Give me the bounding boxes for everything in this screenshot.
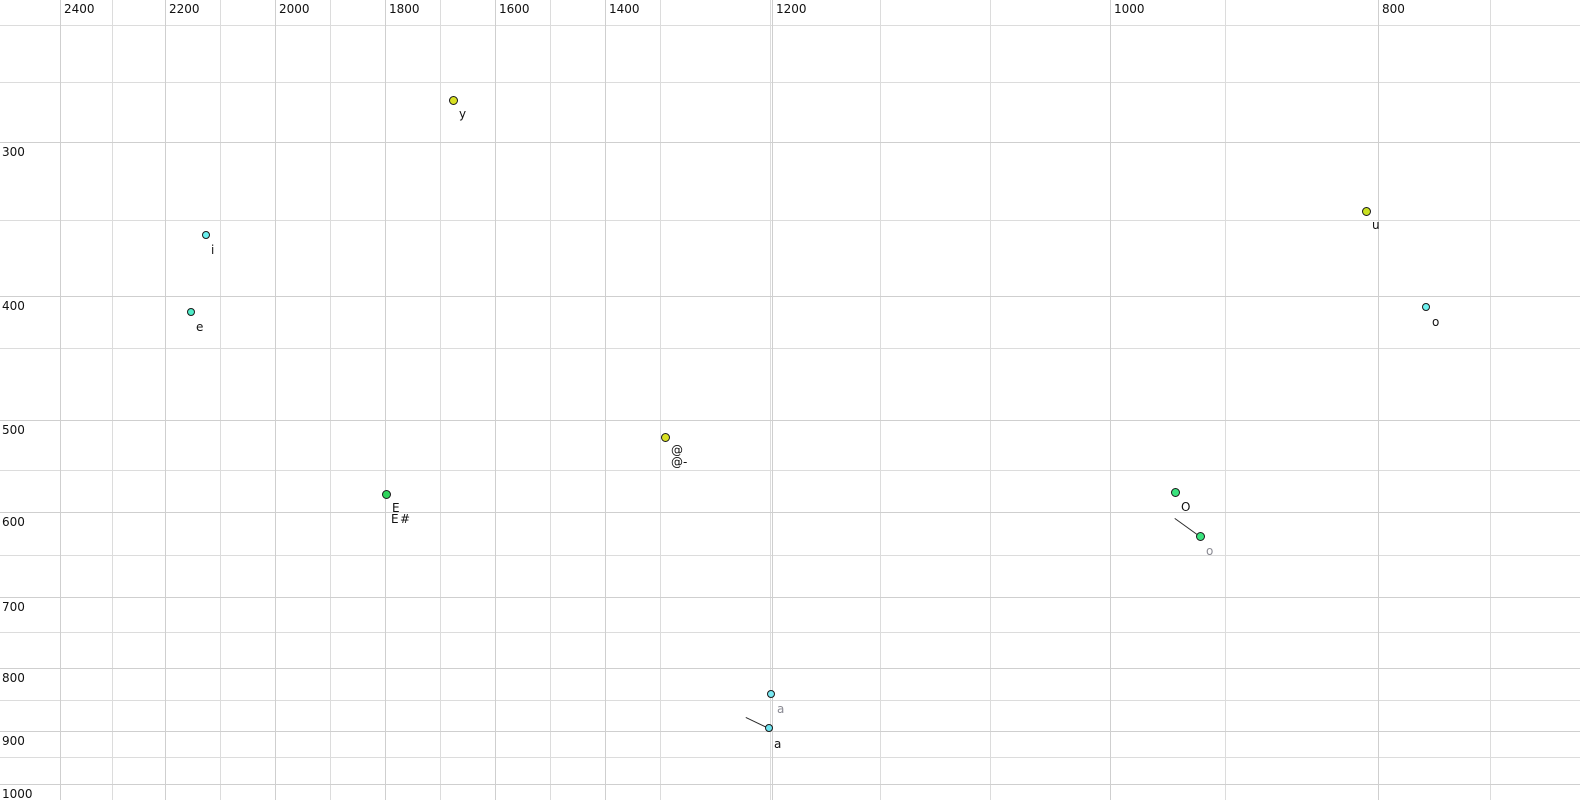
data-point-label-at2: @	[671, 455, 683, 469]
data-point-at[interactable]	[660, 432, 670, 442]
x-gridline-minor	[990, 0, 991, 800]
x-gridline-major	[385, 0, 386, 800]
data-point-y[interactable]	[448, 95, 458, 105]
data-point-a2[interactable]	[765, 724, 773, 732]
y-gridline-minor	[0, 555, 1580, 556]
x-gridline-minor	[330, 0, 331, 800]
y-gridline-major	[0, 512, 1580, 513]
data-point-E1[interactable]	[381, 489, 391, 499]
y-gridline-minor	[0, 470, 1580, 471]
x-gridline-major	[1110, 0, 1111, 800]
y-gridline-minor	[0, 220, 1580, 221]
x-tick-label: 2400	[64, 2, 95, 16]
y-tick-label: 300	[2, 145, 25, 159]
x-gridline-minor	[1225, 0, 1226, 800]
x-gridline-minor	[1490, 0, 1491, 800]
data-point-label-a1: a	[777, 702, 785, 716]
y-gridline-minor	[0, 757, 1580, 758]
data-point-label-E2: E	[391, 512, 399, 526]
y-gridline-major	[0, 784, 1580, 785]
data-point-label-dash: -	[683, 455, 688, 469]
x-tick-label: 2200	[169, 2, 200, 16]
data-point-label-e: e	[196, 320, 204, 334]
x-gridline-minor	[770, 0, 771, 800]
x-tick-label: 1000	[1114, 2, 1145, 16]
x-gridline-major	[772, 0, 773, 800]
y-gridline-major	[0, 420, 1580, 421]
x-gridline-major	[1378, 0, 1379, 800]
y-tick-label: 400	[2, 299, 25, 313]
y-gridline-minor	[0, 82, 1580, 83]
data-point-label-o1: o	[1432, 315, 1440, 329]
data-point-i[interactable]	[202, 231, 210, 239]
y-gridline-minor	[0, 25, 1580, 26]
data-point-label-at: @	[671, 443, 683, 457]
x-gridline-minor	[550, 0, 551, 800]
data-point-a1[interactable]	[767, 690, 775, 698]
x-gridline-major	[275, 0, 276, 800]
y-gridline-minor	[0, 348, 1580, 349]
data-point-e[interactable]	[187, 308, 195, 316]
y-tick-label: 700	[2, 600, 25, 614]
data-point-u[interactable]	[1361, 206, 1371, 216]
y-gridline-major	[0, 731, 1580, 732]
data-point-label-E1: E	[392, 501, 400, 515]
y-tick-label: 1000	[2, 787, 33, 801]
data-point-O2[interactable]	[1195, 531, 1205, 541]
y-tick-label: 900	[2, 734, 25, 748]
data-point-label-hash: #	[400, 512, 411, 526]
data-point-label-a2: a	[774, 737, 782, 751]
y-gridline-minor	[0, 700, 1580, 701]
x-gridline-minor	[660, 0, 661, 800]
data-point-label-O2: o	[1206, 544, 1214, 558]
y-gridline-major	[0, 142, 1580, 143]
data-point-label-i: i	[211, 243, 215, 257]
data-point-o1[interactable]	[1422, 303, 1430, 311]
y-tick-label: 500	[2, 423, 25, 437]
x-gridline-major	[165, 0, 166, 800]
y-gridline-major	[0, 296, 1580, 297]
x-tick-label: 1600	[499, 2, 530, 16]
x-gridline-major	[495, 0, 496, 800]
y-tick-label: 800	[2, 671, 25, 685]
x-tick-label: 2000	[279, 2, 310, 16]
x-gridline-major	[60, 0, 61, 800]
x-gridline-minor	[220, 0, 221, 800]
x-tick-label: 1200	[776, 2, 807, 16]
data-point-label-y: y	[459, 107, 467, 121]
x-tick-label: 1400	[609, 2, 640, 16]
y-gridline-major	[0, 668, 1580, 669]
data-point-O1[interactable]	[1170, 487, 1180, 497]
y-tick-label: 600	[2, 515, 25, 529]
y-gridline-minor	[0, 632, 1580, 633]
data-point-label-u: u	[1372, 218, 1380, 232]
data-point-label-O1: O	[1181, 500, 1191, 514]
x-gridline-minor	[112, 0, 113, 800]
x-gridline-minor	[880, 0, 881, 800]
y-gridline-major	[0, 597, 1580, 598]
x-gridline-major	[605, 0, 606, 800]
x-tick-label: 1800	[389, 2, 420, 16]
x-tick-label: 800	[1382, 2, 1405, 16]
x-gridline-minor	[440, 0, 441, 800]
